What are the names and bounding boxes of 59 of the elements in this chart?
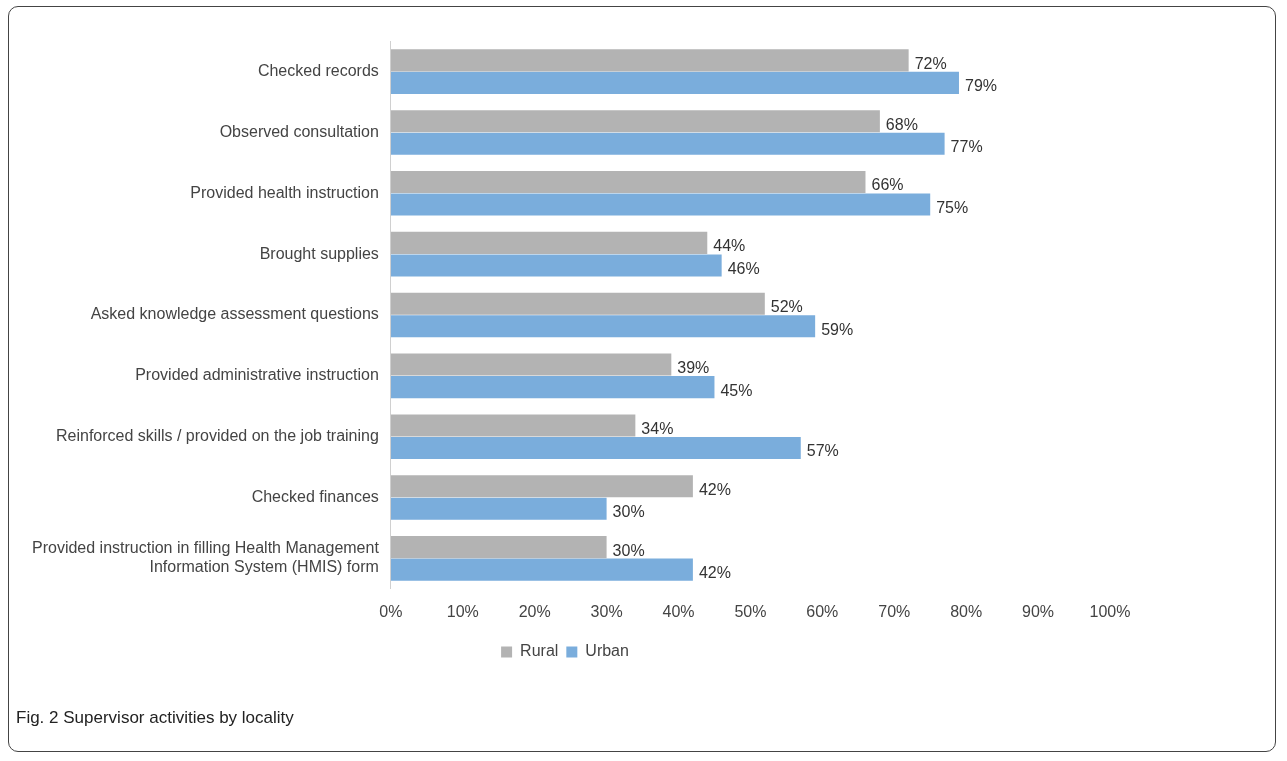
x-tick-label: 80% (950, 602, 983, 620)
y-tick-label: Provided administrative instruction (135, 366, 379, 384)
x-tick-label: 30% (590, 602, 623, 620)
data-label: 30% (612, 541, 645, 559)
y-tick-label: Provided health instruction (190, 183, 379, 201)
data-label: 72% (914, 54, 947, 72)
bar (390, 49, 909, 72)
bar (390, 110, 880, 133)
data-label: 39% (677, 358, 710, 376)
y-tick-label: Provided instruction in filling Health Management Information System (HMIS) form (31, 539, 380, 576)
data-label: 42% (698, 480, 731, 498)
data-label: 46% (727, 259, 760, 277)
bar (390, 436, 801, 459)
x-tick-label: 0% (379, 602, 403, 620)
data-label: 77% (950, 138, 983, 156)
y-tick-label: Brought supplies (259, 244, 379, 262)
data-label: 42% (698, 564, 731, 582)
bar (390, 558, 693, 581)
data-label: 68% (885, 115, 918, 133)
data-label: 57% (806, 442, 839, 460)
y-tick-label: Checked records (257, 62, 379, 80)
y-tick-label: Checked finances (251, 487, 379, 505)
x-tick-label: 90% (1022, 602, 1055, 620)
bar (390, 497, 607, 520)
data-label: 45% (720, 381, 753, 399)
y-tick-label: Observed consultation (219, 122, 379, 140)
data-label: 59% (821, 320, 854, 338)
bar (390, 231, 708, 254)
caption: Fig. 2 Supervisor activities by locality (16, 708, 294, 728)
legend-label: Urban (585, 642, 629, 660)
bar (390, 353, 672, 376)
bar (390, 171, 866, 194)
data-label: 79% (964, 77, 998, 95)
y-tick-label: Asked knowledge assessment questions (90, 305, 379, 323)
bar (390, 254, 722, 277)
data-label: 44% (713, 237, 746, 255)
data-label: 30% (612, 503, 645, 521)
x-tick-label: 100% (1089, 602, 1131, 620)
bar (390, 193, 931, 216)
bar (390, 292, 765, 315)
bar (390, 475, 693, 498)
x-tick-label: 60% (806, 602, 839, 620)
data-label: 66% (871, 176, 904, 194)
x-tick-label: 50% (734, 602, 767, 620)
data-label: 75% (936, 198, 969, 216)
y-tick-label: Reinforced skills / provided on the job training (56, 427, 379, 445)
bar (390, 376, 715, 399)
legend-label: Rural (520, 642, 559, 660)
bar (390, 132, 945, 155)
x-tick-label: 40% (662, 602, 695, 620)
data-label: 34% (641, 419, 674, 437)
bar (390, 71, 959, 94)
x-tick-label: 10% (446, 602, 479, 620)
bar (390, 315, 816, 338)
data-label: 52% (770, 298, 803, 316)
x-tick-label: 20% (518, 602, 551, 620)
x-tick-label: 70% (878, 602, 911, 620)
bar (390, 414, 636, 437)
bar (390, 536, 607, 559)
